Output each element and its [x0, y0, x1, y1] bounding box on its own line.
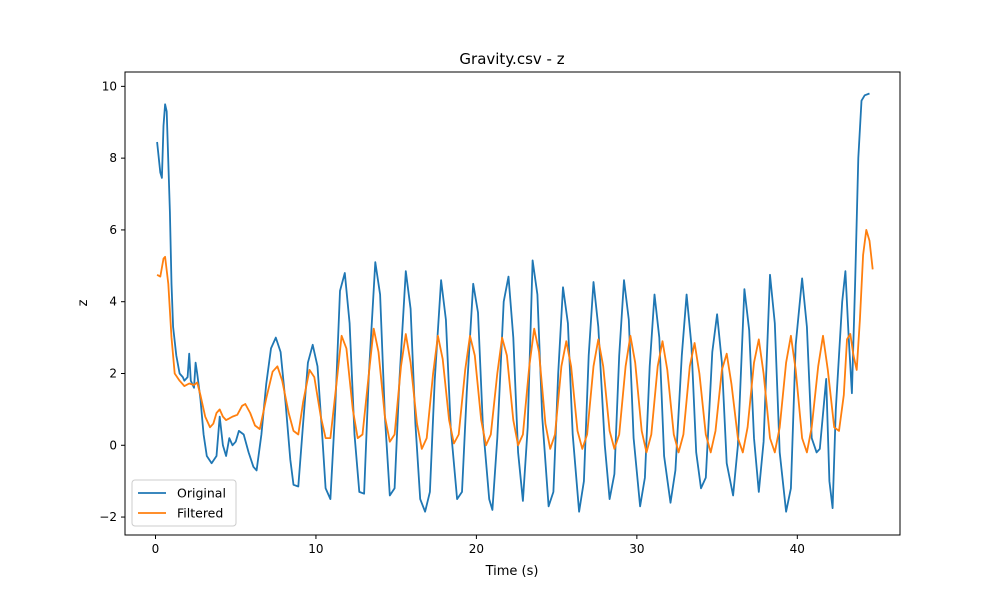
x-axis-label: Time (s): [485, 564, 539, 579]
legend-label-filtered: Filtered: [177, 506, 223, 521]
plot-area: [124, 71, 901, 536]
legend-box: [131, 479, 237, 527]
y-tick-label: 0: [109, 438, 117, 452]
x-tick-label: 0: [152, 542, 160, 556]
x-axis-ticks: 0 10 20 30 40: [152, 535, 805, 556]
y-tick-label: 10: [102, 79, 117, 93]
y-tick-label: 2: [109, 366, 117, 380]
axes-frame: [124, 71, 901, 536]
x-tick-label: 20: [469, 542, 484, 556]
x-tick-label: 40: [790, 542, 805, 556]
x-tick-label: 30: [629, 542, 644, 556]
x-tick-label: 10: [308, 542, 323, 556]
legend-label-original: Original: [177, 486, 226, 501]
series-line-filtered: [156, 229, 874, 454]
y-tick-label: 6: [109, 223, 117, 237]
y-axis-label: z: [76, 299, 91, 306]
y-tick-label: −2: [99, 510, 117, 524]
legend: Original Filtered: [131, 479, 237, 527]
series-layer: [156, 92, 874, 513]
y-tick-label: 4: [109, 295, 117, 309]
y-tick-label: 8: [109, 151, 117, 165]
chart-title: Gravity.csv - z: [459, 50, 564, 68]
y-axis-ticks: −2 0 2 4 6 8 10: [99, 79, 125, 524]
